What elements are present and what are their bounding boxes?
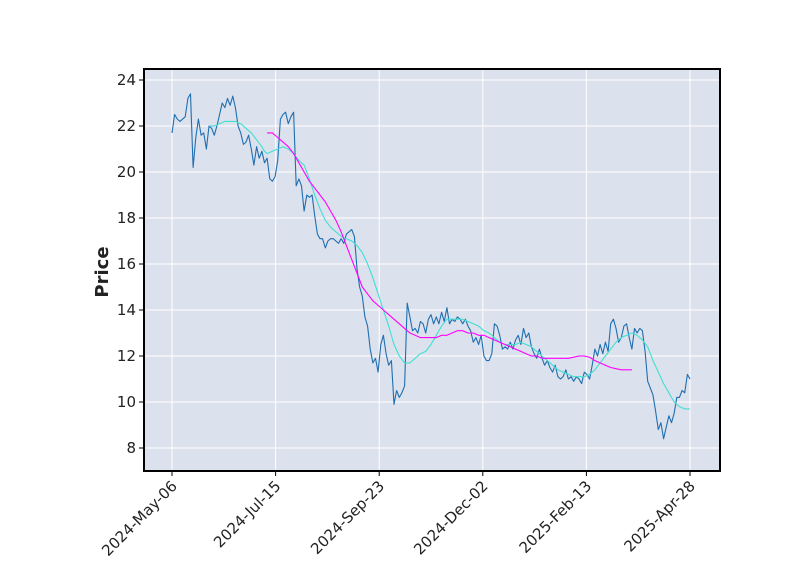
y-tick-label: 20 (117, 163, 136, 181)
y-tick-label: 10 (117, 393, 136, 411)
x-tick-label: 2024-Jul-15 (210, 477, 284, 551)
horizontal-gridlines (144, 79, 720, 449)
x-tick-label: 2025-Feb-13 (516, 477, 596, 557)
y-tick-label: 18 (117, 209, 136, 227)
series-line-price (171, 93, 691, 440)
y-tick-label: 24 (117, 71, 136, 89)
x-tick-label: 2024-May-06 (98, 477, 181, 560)
y-tick-label: 8 (126, 439, 136, 457)
series-line-ma-long (267, 132, 632, 371)
y-axis-title: Price (92, 246, 113, 297)
y-axis: 8 10 12 14 16 18 20 22 24 (117, 71, 144, 457)
x-tick-label: 2024-Dec-02 (410, 477, 491, 558)
series-line-ma-short (209, 120, 690, 410)
y-tick-label: 14 (117, 301, 136, 319)
x-axis: 2024-May-06 2024-Jul-15 2024-Sep-23 2024-De… (98, 471, 699, 560)
x-tick-label: 2025-Apr-28 (621, 477, 699, 555)
plot-frame (143, 68, 721, 472)
y-tick-label: 12 (117, 347, 136, 365)
y-tick-label: 16 (117, 255, 136, 273)
series-layer (171, 93, 691, 440)
y-tick-label: 22 (117, 117, 136, 135)
plot-background (144, 69, 720, 471)
x-tick-label: 2024-Sep-23 (307, 477, 388, 558)
